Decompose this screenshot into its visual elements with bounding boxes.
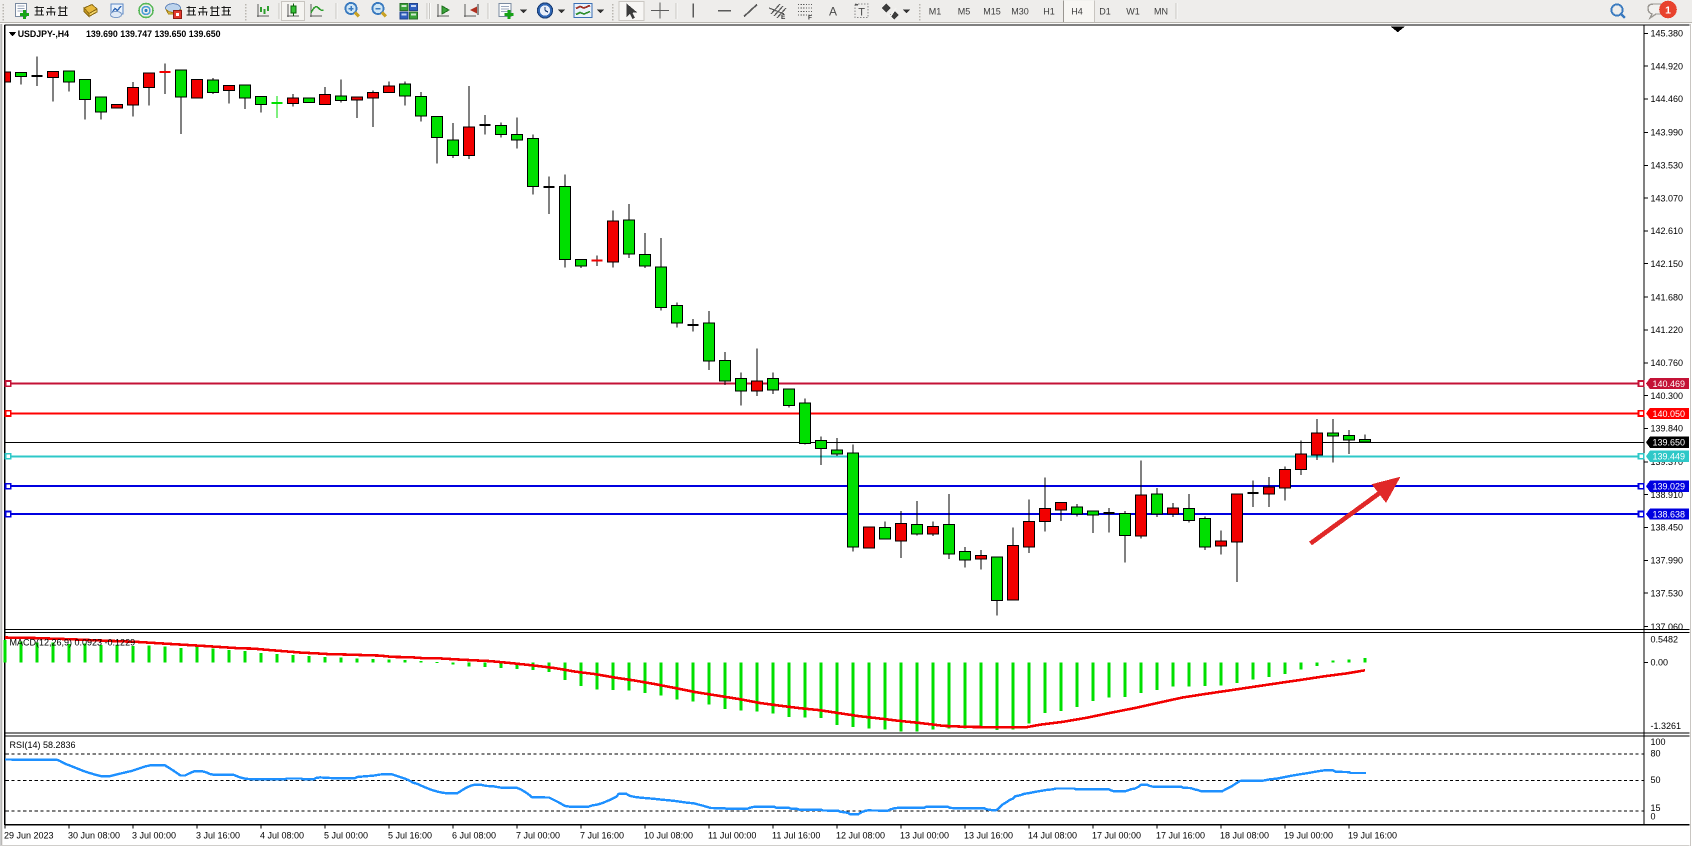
svg-text:80: 80 bbox=[1651, 749, 1661, 759]
svg-text:141.220: 141.220 bbox=[1651, 325, 1684, 335]
svg-text:139.650: 139.650 bbox=[1653, 438, 1686, 448]
svg-text:138.450: 138.450 bbox=[1651, 523, 1684, 533]
svg-text:12 Jul 08:00: 12 Jul 08:00 bbox=[836, 831, 885, 841]
svg-text:139.840: 139.840 bbox=[1651, 424, 1684, 434]
svg-text:4 Jul 08:00: 4 Jul 08:00 bbox=[260, 831, 304, 841]
svg-text:140.760: 140.760 bbox=[1651, 358, 1684, 368]
svg-text:11 Jul 16:00: 11 Jul 16:00 bbox=[772, 831, 820, 841]
svg-text:142.610: 142.610 bbox=[1651, 226, 1684, 236]
svg-text:A: A bbox=[829, 5, 837, 19]
svg-text:143.530: 143.530 bbox=[1651, 161, 1684, 171]
svg-text:50: 50 bbox=[1651, 775, 1661, 785]
svg-text:11 Jul 00:00: 11 Jul 00:00 bbox=[708, 831, 756, 841]
svg-text:144.920: 144.920 bbox=[1651, 61, 1684, 71]
svg-text:0: 0 bbox=[1651, 812, 1656, 822]
svg-text:6 Jul 08:00: 6 Jul 08:00 bbox=[452, 831, 496, 841]
svg-text:29 Jun 2023: 29 Jun 2023 bbox=[4, 831, 54, 841]
svg-text:19 Jul 16:00: 19 Jul 16:00 bbox=[1348, 831, 1397, 841]
svg-text:D1: D1 bbox=[1099, 7, 1111, 17]
svg-text:H4: H4 bbox=[1071, 7, 1083, 17]
svg-text:1: 1 bbox=[1665, 4, 1671, 16]
svg-text:M5: M5 bbox=[958, 7, 971, 17]
svg-text:0.5482: 0.5482 bbox=[1651, 635, 1679, 645]
svg-text:145.380: 145.380 bbox=[1651, 29, 1684, 39]
svg-text:M30: M30 bbox=[1011, 7, 1029, 17]
svg-text:139.029: 139.029 bbox=[1653, 482, 1686, 492]
svg-text:USDJPY-,H4: USDJPY-,H4 bbox=[18, 29, 69, 39]
svg-text:5 Jul 00:00: 5 Jul 00:00 bbox=[324, 831, 368, 841]
svg-text:RSI(14) 58.2836: RSI(14) 58.2836 bbox=[10, 740, 76, 750]
svg-text:140.050: 140.050 bbox=[1653, 409, 1686, 419]
svg-text:139.690 139.747 139.650 139.65: 139.690 139.747 139.650 139.650 bbox=[86, 29, 221, 39]
svg-text:137.530: 137.530 bbox=[1651, 588, 1684, 598]
svg-text:3 Jul 16:00: 3 Jul 16:00 bbox=[196, 831, 240, 841]
svg-text:138.910: 138.910 bbox=[1651, 490, 1684, 500]
svg-text:18 Jul 08:00: 18 Jul 08:00 bbox=[1220, 831, 1269, 841]
svg-text:138.638: 138.638 bbox=[1653, 510, 1686, 520]
svg-text:137.060: 137.060 bbox=[1651, 622, 1684, 632]
svg-text:W1: W1 bbox=[1126, 7, 1140, 17]
svg-text:13 Jul 16:00: 13 Jul 16:00 bbox=[964, 831, 1013, 841]
svg-text:H1: H1 bbox=[1043, 7, 1055, 17]
svg-text:139.449: 139.449 bbox=[1653, 452, 1686, 462]
svg-text:30 Jun 08:00: 30 Jun 08:00 bbox=[68, 831, 120, 841]
svg-text:-1.3261: -1.3261 bbox=[1651, 721, 1682, 731]
svg-text:19 Jul 00:00: 19 Jul 00:00 bbox=[1284, 831, 1333, 841]
svg-text:13 Jul 00:00: 13 Jul 00:00 bbox=[900, 831, 949, 841]
svg-text:144.460: 144.460 bbox=[1651, 94, 1684, 104]
svg-text:MACD(12,26,9) 0.0923 -0.1229: MACD(12,26,9) 0.0923 -0.1229 bbox=[10, 637, 136, 647]
svg-text:T: T bbox=[858, 7, 865, 19]
svg-text:140.469: 140.469 bbox=[1653, 379, 1686, 389]
svg-text:143.070: 143.070 bbox=[1651, 193, 1684, 203]
svg-text:143.990: 143.990 bbox=[1651, 128, 1684, 138]
svg-text:M15: M15 bbox=[983, 7, 1001, 17]
svg-text:7 Jul 00:00: 7 Jul 00:00 bbox=[516, 831, 560, 841]
svg-text:0.00: 0.00 bbox=[1651, 658, 1669, 668]
svg-text:140.300: 140.300 bbox=[1651, 391, 1684, 401]
svg-text:15: 15 bbox=[1651, 803, 1661, 813]
svg-text:137.990: 137.990 bbox=[1651, 556, 1684, 566]
svg-text:M1: M1 bbox=[929, 7, 942, 17]
svg-text:10 Jul 08:00: 10 Jul 08:00 bbox=[644, 831, 693, 841]
svg-text:3 Jul 00:00: 3 Jul 00:00 bbox=[132, 831, 176, 841]
svg-text:E: E bbox=[781, 14, 786, 21]
svg-text:7 Jul 16:00: 7 Jul 16:00 bbox=[580, 831, 624, 841]
svg-text:MN: MN bbox=[1154, 7, 1168, 17]
svg-text:142.150: 142.150 bbox=[1651, 259, 1684, 269]
svg-text:100: 100 bbox=[1651, 737, 1666, 747]
svg-text:17 Jul 00:00: 17 Jul 00:00 bbox=[1092, 831, 1141, 841]
svg-text:5 Jul 16:00: 5 Jul 16:00 bbox=[388, 831, 432, 841]
svg-text:141.680: 141.680 bbox=[1651, 292, 1684, 302]
svg-text:14 Jul 08:00: 14 Jul 08:00 bbox=[1028, 831, 1077, 841]
svg-text:17 Jul 16:00: 17 Jul 16:00 bbox=[1156, 831, 1205, 841]
svg-text:F: F bbox=[808, 15, 812, 22]
svg-text:139.370: 139.370 bbox=[1651, 457, 1684, 467]
